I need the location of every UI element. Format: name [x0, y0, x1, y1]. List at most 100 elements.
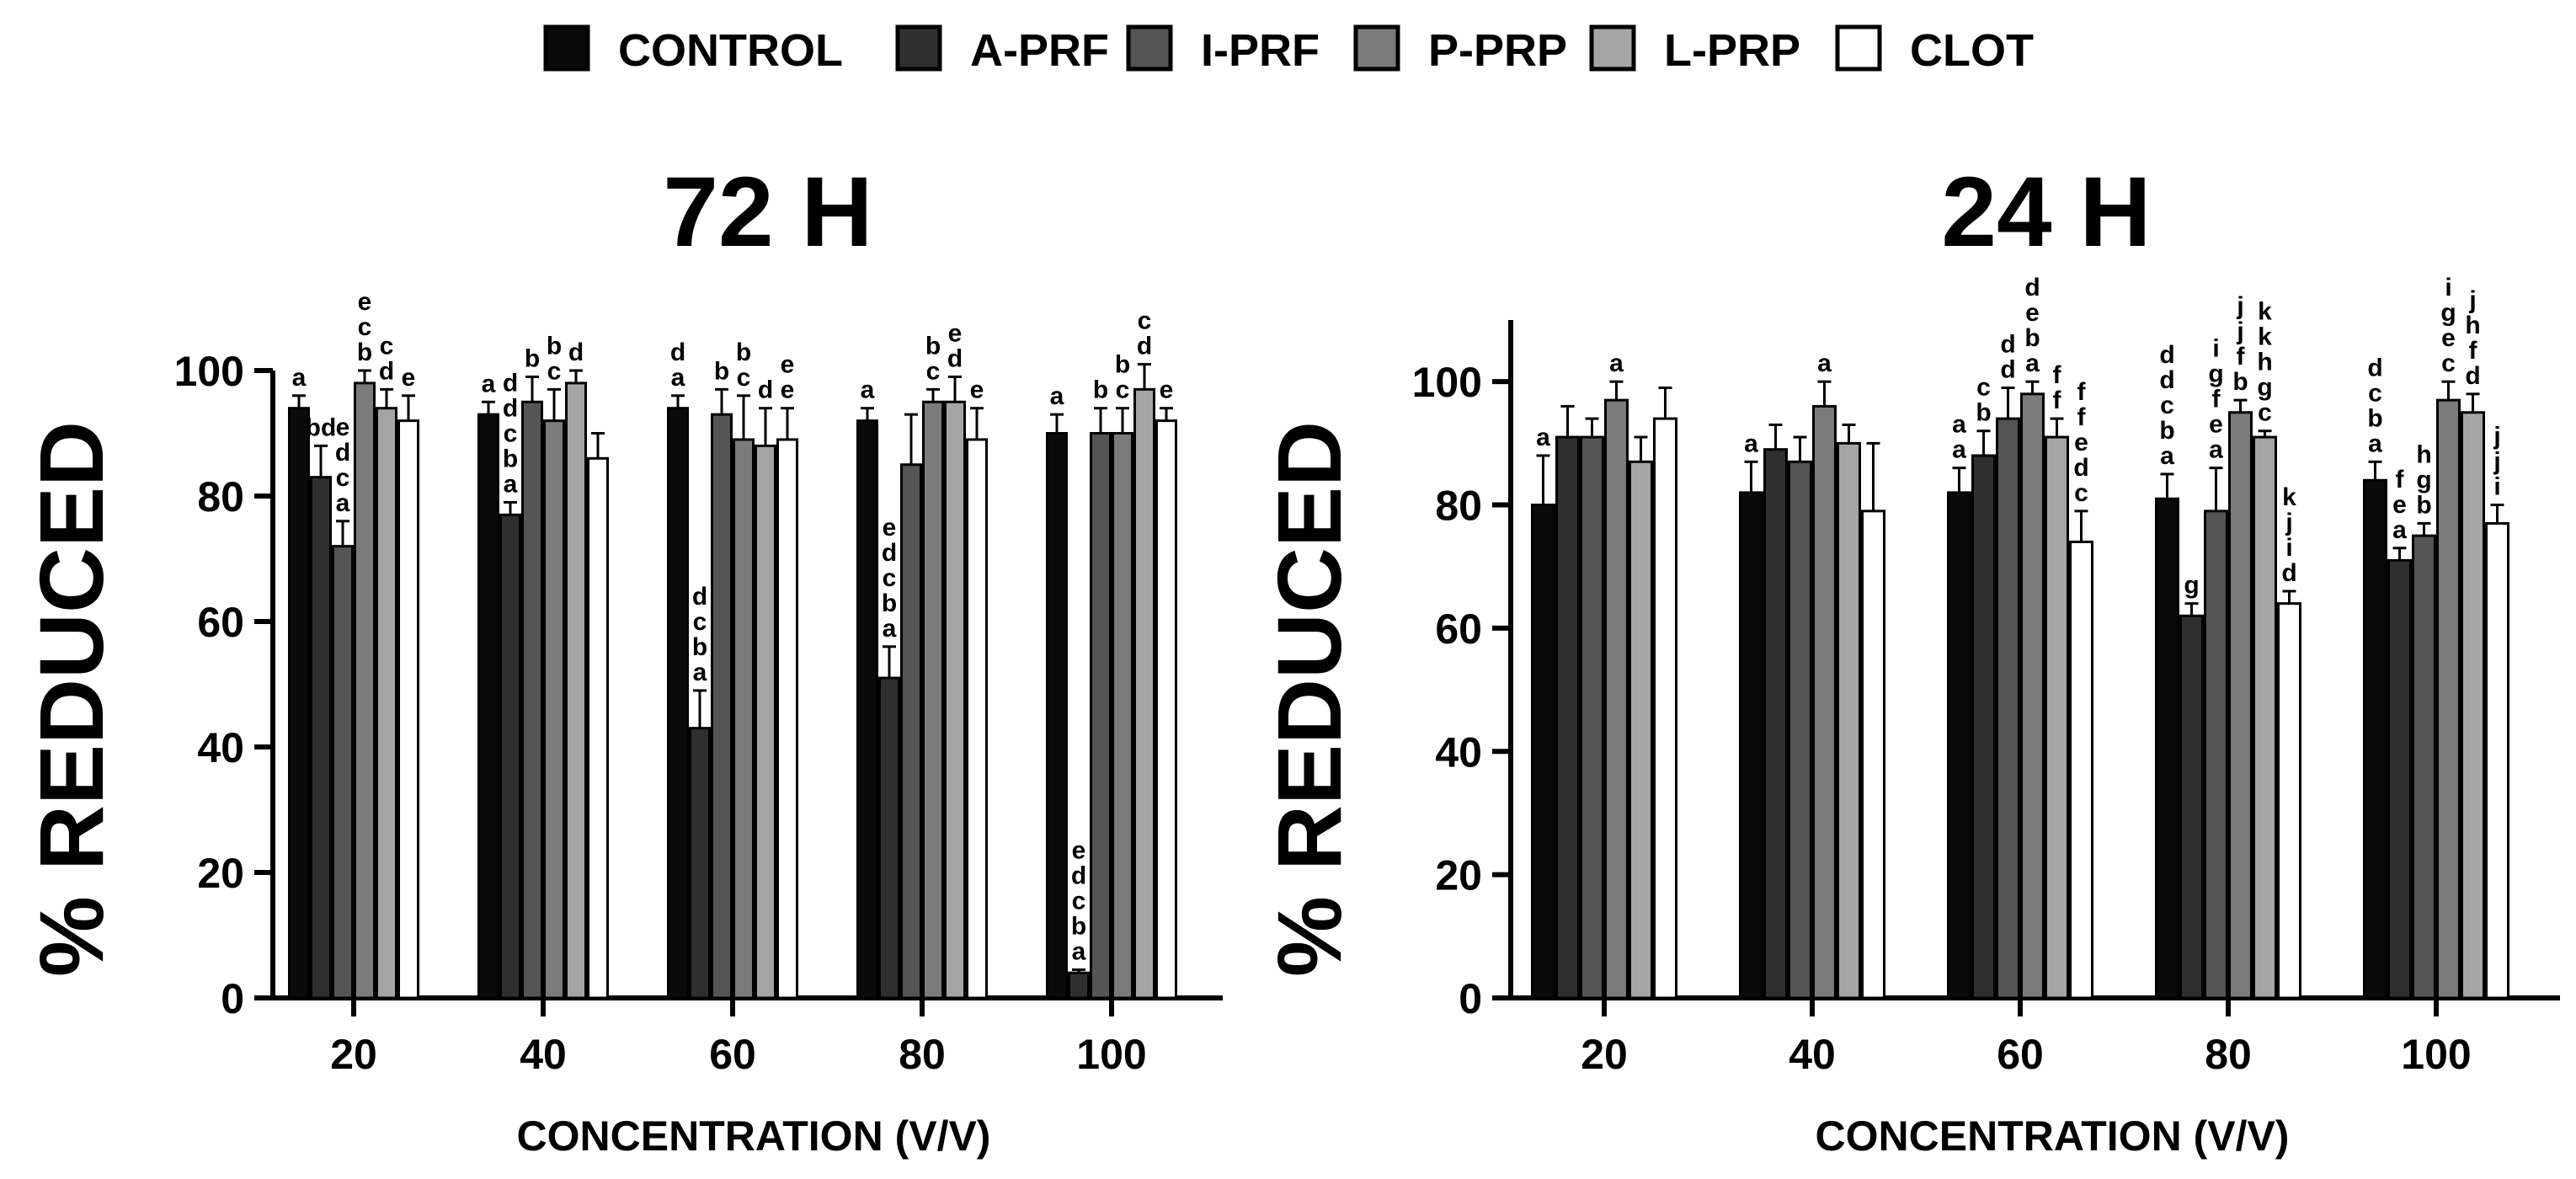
- significance-label: c: [380, 332, 394, 360]
- bar-i-prf: [2204, 509, 2228, 1000]
- significance-label: a: [292, 364, 307, 392]
- bar-i-prf: [1996, 417, 2020, 1000]
- y-tick-label: 60: [197, 599, 244, 646]
- bar-control: [1046, 432, 1068, 1000]
- bar-clot: [587, 456, 609, 1000]
- significance-label: a: [1952, 436, 1966, 464]
- bar-control: [2363, 478, 2387, 1000]
- bar-a-prf: [1971, 454, 1996, 1000]
- bar-clot: [776, 438, 798, 1000]
- bar-a-prf: [310, 476, 332, 1000]
- bar-l-prp: [2461, 411, 2485, 1000]
- significance-label: d: [2159, 341, 2174, 369]
- bar-p-prp: [543, 419, 565, 1000]
- bar-clot: [2485, 522, 2509, 1000]
- x-tick-label: 20: [1581, 1031, 1628, 1078]
- significance-label: b: [1115, 351, 1130, 379]
- y-tick-label: 20: [1435, 852, 1482, 899]
- y-tick-label: 60: [1435, 606, 1482, 653]
- significance-label: a: [671, 364, 685, 392]
- bar-control: [2155, 497, 2179, 1000]
- bar-i-prf: [711, 413, 733, 1000]
- bar-i-prf: [1788, 460, 1812, 1000]
- bar-clot: [2277, 602, 2301, 1000]
- bar-i-prf: [1090, 432, 1112, 1000]
- significance-label: d: [1137, 333, 1152, 360]
- significance-label: d: [379, 357, 394, 385]
- significance-label: d: [2024, 274, 2040, 301]
- legend-label: A-PRF: [970, 25, 1109, 76]
- significance-label: d: [947, 344, 963, 372]
- x-tick-label: 40: [520, 1031, 567, 1078]
- panel-72h: 72 H % REDUCED CONCENTRATION (V/V) 0 20 40…: [20, 157, 1223, 1160]
- significance-label: a: [1609, 349, 1624, 377]
- y-tick-label: 40: [197, 724, 244, 771]
- significance-label: j: [2236, 292, 2243, 320]
- y-tick-label: 40: [1435, 728, 1482, 776]
- x-axis-title: CONCENTRATION (V/V): [1816, 1112, 2290, 1160]
- significance-label: d: [503, 369, 518, 397]
- significance-label: a: [1744, 429, 1758, 457]
- significance-label: c: [737, 364, 751, 392]
- x-tick-label: 60: [1997, 1031, 2044, 1078]
- panel-title: 24 H: [1941, 157, 2151, 268]
- x-tick-label: 80: [2205, 1031, 2252, 1078]
- legend-label: L-PRP: [1664, 25, 1800, 76]
- y-axis-title: % REDUCED: [20, 421, 122, 977]
- significance-label: c: [1116, 376, 1130, 404]
- bar-l-prp: [944, 400, 966, 1000]
- bar-control: [667, 407, 689, 1000]
- bar-p-prp: [2228, 411, 2253, 1000]
- significance-label: e: [1160, 376, 1174, 404]
- bar-p-prp: [1112, 432, 1133, 1000]
- legend-label: CLOT: [1910, 25, 2034, 76]
- bar-a-prf: [878, 676, 900, 1000]
- significance-label: b: [736, 339, 751, 366]
- y-tick-label: 80: [197, 473, 244, 520]
- significance-label: e: [358, 288, 372, 316]
- bar-clot: [2069, 540, 2093, 1000]
- significance-label: a: [482, 370, 496, 397]
- bar-control: [1739, 491, 1763, 1000]
- bar-p-prp: [1604, 398, 1629, 1000]
- bar-a-prf: [1068, 971, 1090, 1000]
- bar-clot: [397, 419, 419, 1000]
- bar-l-prp: [1133, 387, 1155, 1000]
- bar-clot: [1861, 509, 1885, 1000]
- bar-p-prp: [354, 381, 376, 1000]
- bar-clot: [1653, 417, 1677, 1000]
- bar-l-prp: [565, 381, 587, 1000]
- bar-l-prp: [2253, 435, 2277, 1000]
- legend-swatch-clot: [1835, 24, 1882, 72]
- significance-label: e: [781, 376, 795, 404]
- bar-i-prf: [332, 545, 354, 1000]
- significance-label: a: [1536, 424, 1550, 451]
- bar-l-prp: [755, 444, 776, 1000]
- bar-control: [1947, 491, 1971, 1000]
- bar-a-prf: [2387, 558, 2412, 1000]
- legend-label: P-PRP: [1428, 25, 1567, 76]
- significance-label: c: [547, 357, 562, 385]
- significance-label: e: [948, 319, 963, 347]
- legend-swatch-p-prp: [1353, 24, 1400, 72]
- legend-swatch-i-prf: [1126, 24, 1173, 72]
- significance-label: g: [2184, 572, 2199, 600]
- significance-label: a: [1050, 382, 1064, 410]
